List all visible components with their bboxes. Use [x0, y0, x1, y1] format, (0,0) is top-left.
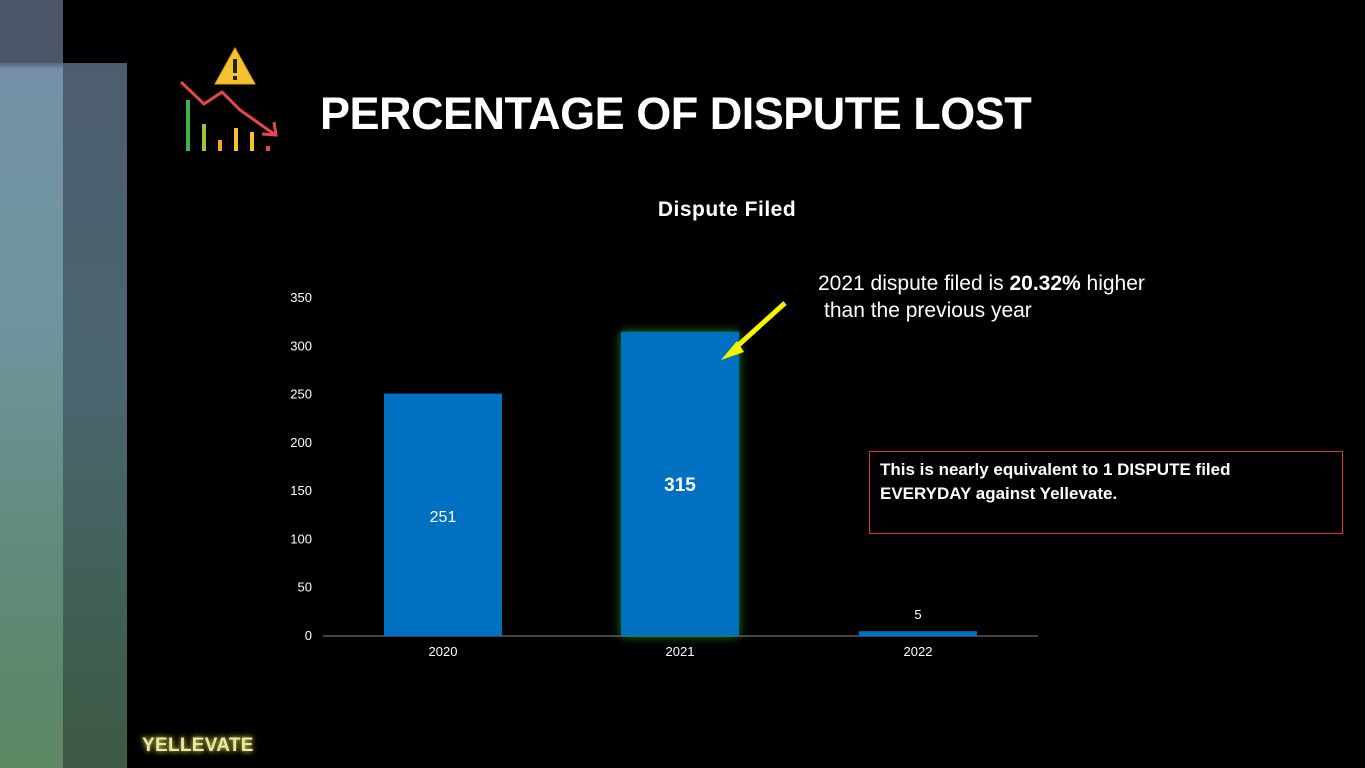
annotation-prefix: 2021 dispute filed is: [818, 272, 1010, 295]
x-tick-label: 2020: [429, 644, 458, 659]
bar-2022: [859, 631, 977, 636]
x-tick-label: 2021: [666, 644, 695, 659]
y-tick-label: 150: [290, 483, 312, 498]
decor-band-left: [0, 0, 63, 768]
bar-2020: [384, 393, 502, 636]
decor-band-inner: [63, 63, 127, 768]
y-axis-ticks: 0 50 100 150 200 250 300 350: [290, 290, 312, 643]
data-label-2021: 315: [664, 475, 696, 496]
x-axis-ticks: 2020 2021 2022: [429, 644, 933, 659]
data-label-2022: 5: [914, 607, 921, 622]
y-tick-label: 100: [290, 531, 312, 546]
note-line-2: EVERYDAY against Yellevate.: [880, 484, 1118, 503]
x-tick-label: 2022: [904, 644, 933, 659]
growth-annotation: 2021 dispute filed is 20.32% higher than…: [818, 270, 1145, 324]
bars: 251 315 5: [384, 331, 977, 636]
annotation-line-2: than the previous year: [824, 299, 1032, 322]
y-tick-label: 250: [290, 387, 312, 402]
arrow-pointer: [721, 301, 787, 360]
y-tick-label: 50: [298, 580, 312, 595]
annotation-suffix: higher: [1080, 272, 1145, 295]
y-tick-label: 0: [305, 628, 312, 643]
note-line-1: This is nearly equivalent to 1 DISPUTE f…: [880, 460, 1231, 479]
chart-title: Dispute Filed: [657, 198, 797, 221]
note-box: This is nearly equivalent to 1 DISPUTE f…: [869, 451, 1343, 534]
data-label-2020: 251: [430, 509, 457, 526]
annotation-percentage: 20.32%: [1009, 272, 1081, 295]
page-title: PERCENTAGE OF DISPUTE LOST: [320, 88, 1032, 139]
y-tick-label: 300: [290, 338, 312, 353]
annotation-line-1: 2021 dispute filed is 20.32% higher: [818, 270, 1145, 297]
brand-logo: YELLEVATE: [142, 735, 254, 756]
y-tick-label: 350: [290, 290, 312, 305]
chart-decline-warning-icon: [179, 46, 278, 151]
y-tick-label: 200: [290, 435, 312, 450]
bar-2021: [621, 331, 739, 636]
decor-corner-block: [0, 0, 63, 63]
